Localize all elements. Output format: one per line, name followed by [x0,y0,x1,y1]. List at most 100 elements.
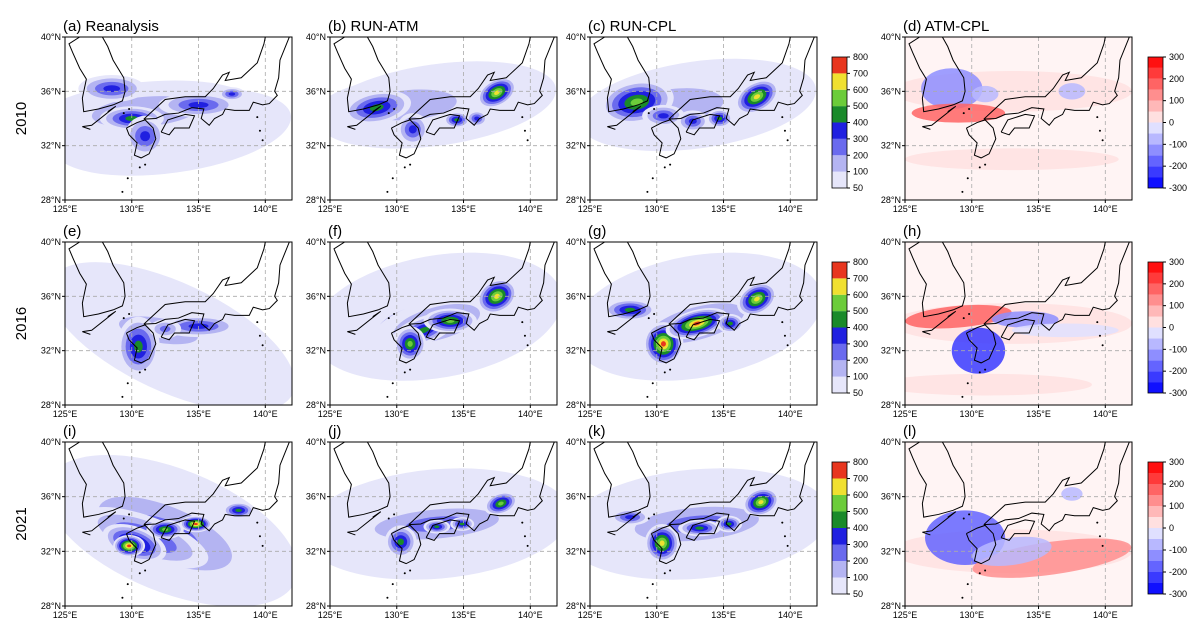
colorbar-label: 300 [1169,257,1184,267]
colorbar-swatch [1148,484,1163,495]
field-contour [193,522,198,526]
lon-tick-label: 140°E [1093,204,1118,214]
field-patch [1061,487,1083,501]
colorbar-swatch [832,262,847,279]
lat-tick-label: 32°N [881,141,901,151]
colorbar-swatch [1148,89,1163,101]
island [962,317,965,320]
map-panel [905,442,1132,606]
island [386,395,389,398]
panel-title: (b) RUN-ATM [328,18,419,35]
coastline [68,37,126,113]
colorbar-swatch [832,343,847,361]
coastline [593,37,651,113]
colorbar-label: 100 [853,573,868,583]
field-patch [905,373,1092,396]
lon-tick-label: 125°E [578,610,603,620]
field-contour [658,113,669,119]
coastline [685,519,721,541]
coastline [983,242,1130,332]
island [962,517,965,520]
lat-tick-label: 40°N [881,437,901,447]
colorbar-swatch [1148,57,1163,68]
colorbar-label: 300 [853,339,868,349]
lat-tick-label: 28°N [566,400,586,410]
colorbar-swatch [1148,517,1163,528]
island [526,544,529,547]
coastline [607,105,642,130]
island [128,513,131,516]
lon-tick-label: 125°E [578,204,603,214]
coastline [425,519,461,541]
colorbar-swatch [1148,111,1163,123]
coastline [68,442,126,518]
island [651,382,654,385]
colorbar-label: 500 [853,101,868,111]
map-panel [65,37,292,200]
lat-tick-label: 40°N [566,237,586,247]
island [653,107,656,110]
island [1096,116,1099,119]
coastline [408,37,555,127]
lat-tick-label: 36°N [41,291,61,301]
coastline [908,242,966,318]
field-contour [753,94,761,100]
lat-tick-label: 28°N [566,601,586,611]
map-frame [329,36,558,201]
colorbar-label: -300 [1169,388,1187,398]
colorbar-swatch [1148,473,1163,484]
colorbar-label: 400 [853,118,868,128]
colorbar-swatch [832,511,847,528]
coastline [965,324,997,364]
lat-tick-label: 32°N [41,141,61,151]
coastline [607,511,642,536]
colorbar-swatch [832,561,847,578]
panel-title: (i) [63,423,76,440]
lon-tick-label: 130°E [384,409,409,419]
island [393,513,396,516]
map-panel [590,242,817,405]
colorbar-swatch [832,171,847,188]
island [126,583,129,586]
coastline [143,37,290,127]
coastline [143,442,290,532]
lon-tick-label: 130°E [119,204,144,214]
island [962,112,965,115]
field-contour [103,85,121,93]
colorbar-label: -100 [1169,545,1187,555]
colorbar-label: -200 [1169,161,1187,171]
colorbar-label: -200 [1169,366,1187,376]
colorbar-swatch [832,89,847,107]
island [646,395,649,398]
colorbar-swatch [832,106,847,123]
island [966,583,969,586]
field-contour [659,540,665,546]
lon-tick-label: 130°E [959,204,984,214]
colorbar-swatch [832,73,847,90]
panel-title: (c) RUN-CPL [588,18,676,35]
coastline [922,310,957,335]
field-contour [140,131,151,142]
island [391,177,394,180]
island [984,368,987,371]
lat-tick-label: 32°N [881,546,901,556]
island [669,163,672,166]
lat-tick-label: 40°N [566,32,586,42]
colorbar-swatch [832,360,847,377]
colorbar-swatch [832,278,847,295]
colorbar-label: 100 [853,372,868,382]
lon-tick-label: 135°E [711,204,736,214]
lon-tick-label: 130°E [959,610,984,620]
island [261,139,264,142]
island [138,371,141,374]
island [122,112,125,115]
colorbar-swatch [1148,338,1163,350]
field-contour [397,538,404,546]
lon-tick-label: 135°E [711,610,736,620]
island [261,344,264,347]
lon-tick-label: 140°E [253,204,278,214]
lon-tick-label: 140°E [778,204,803,214]
colorbar-swatch [1148,382,1163,393]
field-contour [727,321,733,326]
coastline [160,113,196,136]
